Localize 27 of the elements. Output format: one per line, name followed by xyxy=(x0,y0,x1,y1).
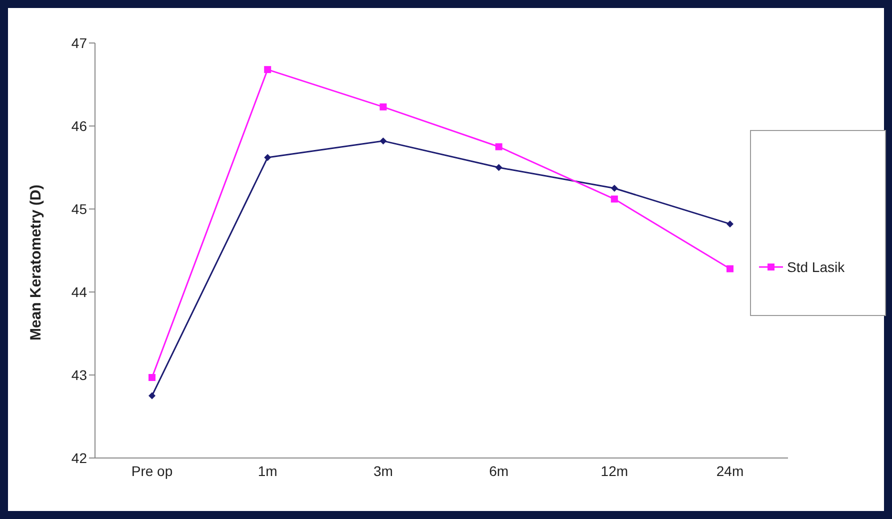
point xyxy=(495,164,502,171)
point xyxy=(610,196,618,203)
point xyxy=(495,143,502,150)
x-tick-label: 6m xyxy=(489,462,509,479)
y-axis-title: Mean Keratometry (D) xyxy=(27,184,44,340)
x-tick-label: 12m xyxy=(600,462,628,479)
x-tick-label: Pre op xyxy=(131,462,173,479)
y-tick-label: 45 xyxy=(71,200,88,217)
point xyxy=(380,103,387,110)
point xyxy=(610,184,618,192)
x-tick-label: 1m xyxy=(258,462,278,479)
point xyxy=(726,265,734,272)
legend-label: Std Lasik xyxy=(787,259,845,275)
point xyxy=(726,220,734,228)
point xyxy=(148,392,156,400)
point xyxy=(148,374,156,381)
x-tick-label: 3m xyxy=(373,462,393,479)
y-tick-label: 47 xyxy=(71,34,88,51)
y-tick-label: 46 xyxy=(71,118,88,134)
x-tick-label: 24m xyxy=(716,462,744,479)
point xyxy=(264,154,272,162)
point xyxy=(380,137,387,144)
legend-box: Std Lasik xyxy=(750,130,886,316)
y-tick-label: 42 xyxy=(71,450,88,466)
y-tick-label: 43 xyxy=(71,366,88,383)
point xyxy=(264,66,272,74)
y-tick-label: 44 xyxy=(71,284,88,300)
